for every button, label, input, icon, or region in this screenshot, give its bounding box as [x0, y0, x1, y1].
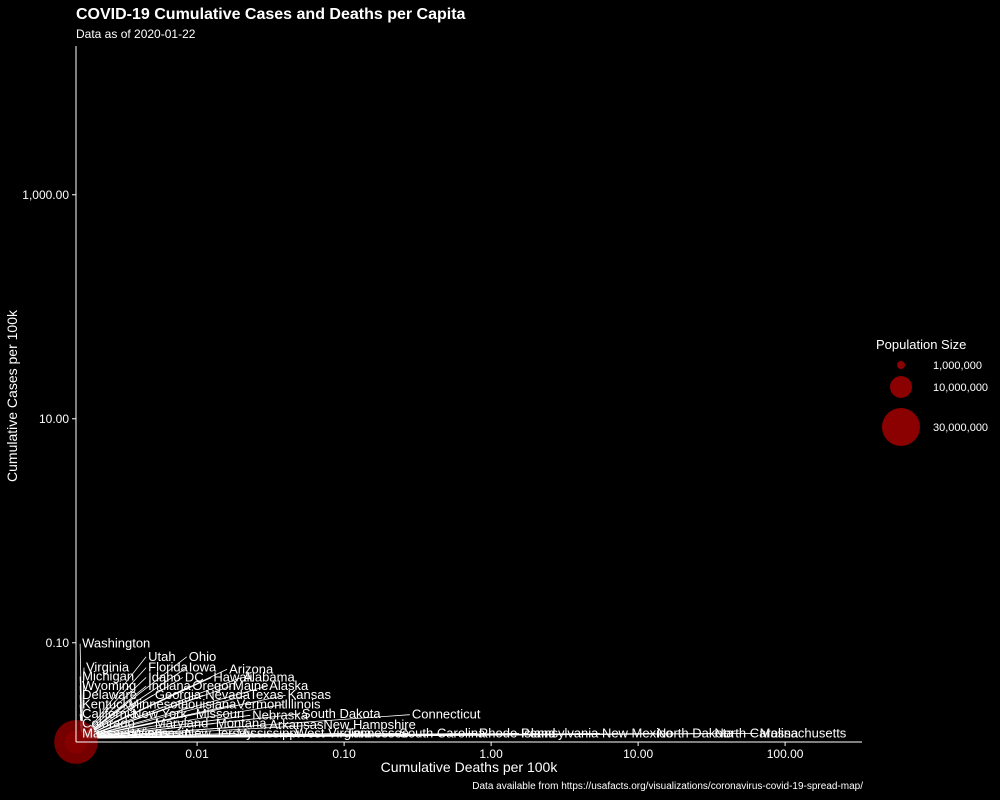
state-label: Texas: [249, 687, 283, 702]
chart-subtitle: Data as of 2020-01-22: [76, 27, 196, 41]
x-axis-ticks: 0.01 0.10 1.00 10.00 100.00: [185, 742, 804, 761]
state-label: Alabama: [243, 669, 295, 684]
state-label: Oregon: [192, 678, 235, 693]
state-label: New Jersey: [185, 725, 253, 740]
legend-label: 30,000,000: [933, 422, 988, 434]
state-label: Arkansas: [269, 717, 324, 732]
label-leader-line: [81, 656, 147, 739]
x-axis-title: Cumulative Deaths per 100k: [381, 759, 559, 775]
state-label: Kansas: [288, 687, 332, 702]
label-leader-lines: [79, 643, 758, 739]
state-label: Washington: [82, 636, 150, 651]
x-tick-label: 0.01: [185, 747, 209, 761]
state-label: Pennsylvania: [521, 725, 599, 740]
state-label: Nebraska: [252, 707, 308, 722]
state-label: Massachusetts: [760, 725, 847, 740]
x-tick-label: 100.00: [767, 747, 804, 761]
state-label: Illinois: [284, 697, 321, 712]
state-label: Alaska: [269, 678, 309, 693]
state-label: Hawaii: [213, 669, 252, 684]
label-leader-line: [81, 667, 147, 739]
state-label: Iowa: [189, 660, 217, 675]
state-label: Idaho: [148, 669, 181, 684]
state-label: Arizona: [229, 661, 274, 676]
state-label: Wisconsin: [132, 725, 191, 740]
state-label: North Dakota: [657, 725, 734, 740]
state-label: Ohio: [189, 649, 216, 664]
label-leader-line: [81, 677, 242, 739]
legend-size-circle: [897, 361, 905, 369]
label-leader-line: [81, 714, 251, 739]
x-tick-label: 10.00: [623, 747, 653, 761]
state-label: South Dakota: [302, 706, 382, 721]
state-label: Indiana: [148, 678, 191, 693]
label-leader-line: [81, 704, 283, 739]
state-label: New York: [132, 706, 187, 721]
state-label: Maryland: [155, 716, 208, 731]
y-tick-label: 0.10: [46, 636, 70, 650]
state-label: Minnesota: [128, 697, 189, 712]
state-label: Florida: [148, 660, 189, 675]
label-leader-line: [81, 685, 268, 739]
state-label: Delaware: [82, 687, 137, 702]
state-label: North Carolina: [714, 725, 799, 740]
label-leader-line: [81, 704, 179, 739]
label-leader-line: [81, 694, 248, 739]
legend-label: 10,000,000: [933, 382, 988, 394]
y-axis-ticks: 0.10 10.00 1,000.00: [22, 188, 76, 650]
state-label: Georgia: [155, 687, 202, 702]
state-label: Maine: [233, 678, 268, 693]
x-tick-label: 0.10: [332, 747, 356, 761]
state-label: Utah: [148, 649, 175, 664]
state-label: Tennessee: [346, 725, 409, 740]
legend-title: Population Size: [876, 337, 966, 352]
y-tick-label: 10.00: [39, 412, 69, 426]
state-label: DC: [185, 669, 204, 684]
legend-size-circle: [882, 408, 920, 446]
state-label: Nevada: [205, 687, 251, 702]
state-label: Mississippi: [237, 725, 300, 740]
state-label: West Virginia: [295, 725, 372, 740]
label-leader-line: [81, 667, 187, 739]
state-label: New Mexico: [602, 725, 673, 740]
state-label: Colorado: [82, 716, 135, 731]
label-leader-line: [81, 724, 268, 739]
state-label: Kentucky: [82, 697, 136, 712]
state-label: Michigan: [82, 668, 134, 683]
state-label: Vermont: [237, 697, 286, 712]
state-label: California: [82, 706, 138, 721]
state-label: Virginia: [86, 660, 130, 675]
state-label: Missouri: [196, 706, 245, 721]
chart-title: COVID-19 Cumulative Cases and Deaths per…: [76, 6, 466, 23]
chart-caption: Data available from https://usafacts.org…: [472, 781, 863, 792]
y-axis-title: Cumulative Cases per 100k: [4, 309, 20, 482]
state-label: Louisiana: [181, 697, 237, 712]
legend: Population Size 1,000,000 10,000,000 30,00…: [876, 337, 988, 446]
x-tick-label: 1.00: [479, 747, 503, 761]
legend-size-circle: [890, 376, 912, 398]
state-label: Rhode Island: [479, 725, 556, 740]
label-leader-line: [81, 733, 758, 739]
y-tick-label: 1,000.00: [22, 188, 69, 202]
state-label: Montana: [216, 716, 267, 731]
state-label: Massachusetts: [82, 725, 169, 740]
state-label: Wyoming: [82, 678, 136, 693]
legend-label: 1,000,000: [933, 360, 982, 372]
state-label: South Carolina: [399, 725, 486, 740]
state-label: New Hampshire: [323, 717, 415, 732]
state-label: Connecticut: [412, 707, 481, 722]
